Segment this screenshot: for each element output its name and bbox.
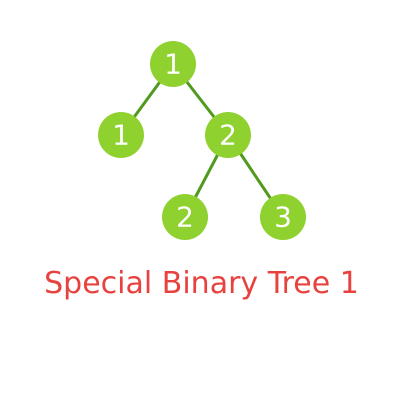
diagram-title: Special Binary Tree 1 [44,266,359,301]
tree-node-label: 3 [274,201,292,234]
tree-node-circle [150,41,196,87]
tree-node-left-child: 1 [98,112,144,158]
tree-node-label: 1 [112,119,130,152]
tree-node-root: 1 [150,41,196,87]
tree-node-circle [260,194,306,240]
tree-node-circle [98,112,144,158]
tree-node-right-child: 2 [205,112,251,158]
tree-node-right-left-child: 2 [162,194,208,240]
tree-node-circle [162,194,208,240]
tree-node-right-right-child: 3 [260,194,306,240]
tree-edges [119,62,285,219]
tree-node-circle [205,112,251,158]
tree-node-label: 1 [164,48,182,81]
tree-node-label: 2 [176,201,194,234]
tree-nodes: 1 1 2 2 3 [98,41,306,240]
tree-node-label: 2 [219,119,237,152]
